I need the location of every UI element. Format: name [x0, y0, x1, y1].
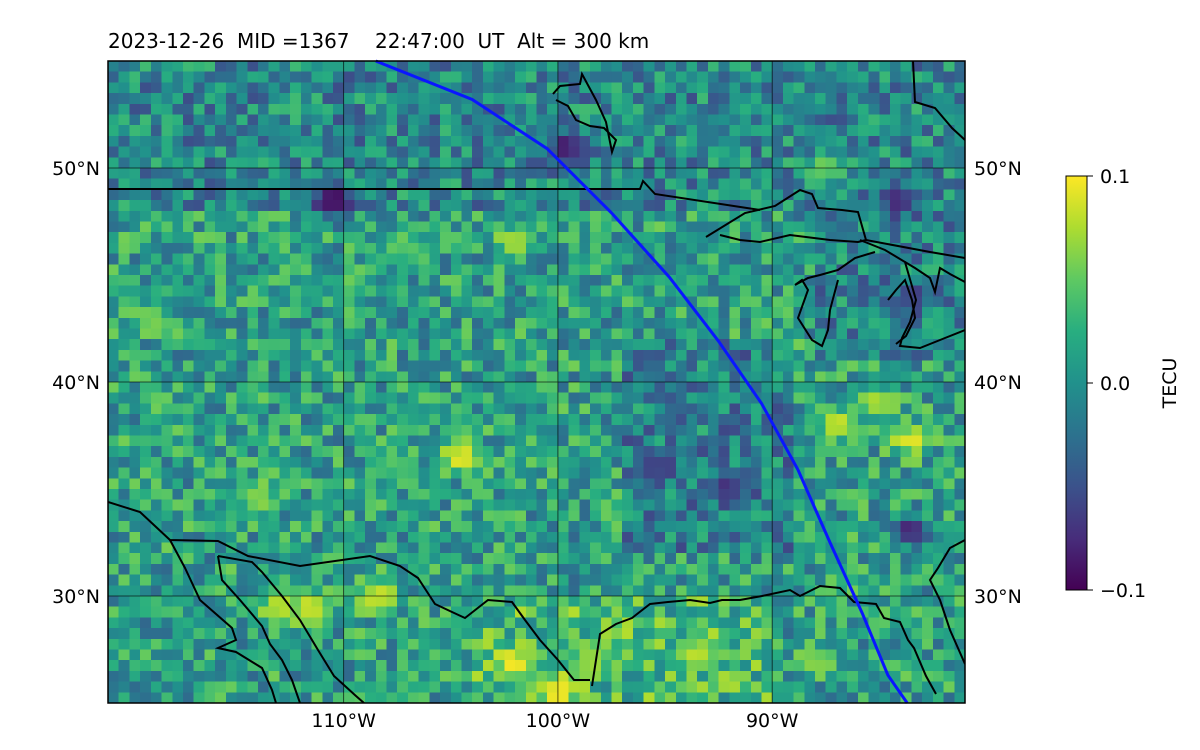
hudson-bay-shoreline [552, 71, 618, 156]
us-canada-border [108, 179, 761, 211]
title-time: 22:47:00 UT [374, 29, 505, 53]
gulf-of-california-coast [217, 555, 365, 703]
satellite-track [375, 59, 909, 704]
baja-california-coast [169, 539, 277, 703]
lake-superior-shoreline [705, 188, 868, 244]
lake-michigan-west-shoreline [794, 251, 876, 348]
gulf-coast-east [591, 584, 937, 695]
baja-inner-coast [217, 555, 301, 703]
title-alt: Alt = 300 km [517, 29, 650, 53]
lake-huron-shoreline [904, 261, 965, 296]
map-frame [107, 60, 966, 704]
lon-tick-label: 110°W [311, 710, 376, 732]
lake-huron-east-shoreline [887, 278, 917, 345]
canada-great-lakes-border [865, 239, 965, 259]
mexico-border-gulf-coast [108, 501, 590, 681]
lat-tick-label-right: 30°N [974, 586, 1022, 608]
lat-tick-label-left: 40°N [52, 372, 100, 394]
graticule [108, 61, 965, 703]
title-mid: MID =1367 [236, 29, 350, 53]
lat-tick-label-left: 30°N [52, 586, 100, 608]
colorbar-tick-label: −0.1 [1100, 580, 1146, 602]
title-date: 2023-12-26 [108, 29, 225, 53]
lake-michigan-shoreline [859, 239, 965, 350]
florida-coast [928, 539, 965, 665]
lat-tick-label-left: 50°N [52, 158, 100, 180]
axis-tick-labels: 110°W 100°W 90°W 50°N 50°N 40°N 40°N 30°N 30°N [52, 158, 1022, 732]
lon-tick-label: 100°W [526, 710, 591, 732]
coastlines [108, 61, 965, 703]
colorbar-ticks: 0.1 0.0 −0.1 [1087, 166, 1146, 602]
colorbar-tick-label: 0.0 [1100, 373, 1130, 395]
colorbar-label: TECU [1159, 358, 1181, 410]
lon-tick-label: 90°W [746, 710, 799, 732]
lat-tick-label-right: 50°N [974, 158, 1022, 180]
colorbar [1065, 175, 1088, 591]
plot-title: 2023-12-26 MID =1367 22:47:00 UT Alt = 3… [108, 29, 649, 53]
northeast-coast [912, 61, 965, 141]
lat-tick-label-right: 40°N [974, 372, 1022, 394]
colorbar-tick-label: 0.1 [1100, 166, 1130, 188]
